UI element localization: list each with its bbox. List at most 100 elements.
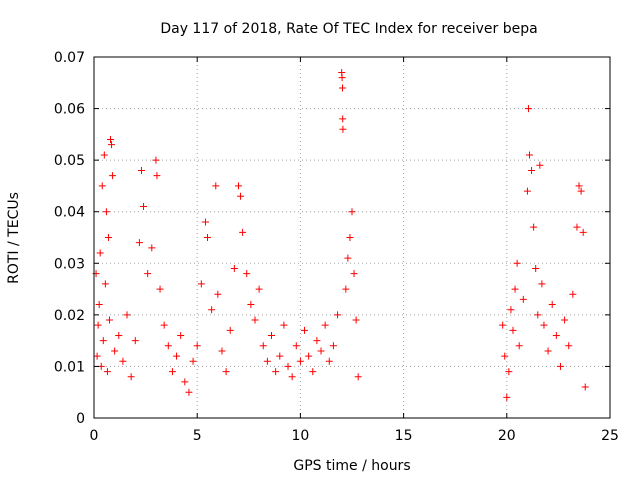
data-point — [95, 301, 103, 309]
data-point — [288, 373, 296, 381]
data-point — [94, 321, 102, 329]
data-point — [137, 166, 145, 174]
data-point — [569, 290, 577, 298]
data-point — [509, 326, 517, 334]
data-point — [107, 136, 115, 144]
data-point — [208, 306, 216, 314]
data-point — [313, 337, 321, 345]
data-point — [222, 368, 230, 376]
data-point — [325, 357, 333, 365]
data-point — [185, 388, 193, 396]
data-point — [251, 316, 259, 324]
data-point — [536, 161, 544, 169]
y-tick-label: 0.01 — [54, 359, 85, 375]
data-point — [197, 280, 205, 288]
data-point — [247, 301, 255, 309]
data-point — [109, 172, 117, 180]
data-point — [292, 342, 300, 350]
data-point — [156, 285, 164, 293]
data-point — [526, 151, 534, 159]
data-point — [102, 208, 110, 216]
data-point — [540, 321, 548, 329]
data-point — [354, 373, 362, 381]
data-point — [96, 249, 104, 257]
data-point — [321, 321, 329, 329]
data-point — [152, 156, 160, 164]
y-tick-label: 0.05 — [54, 153, 85, 169]
data-point — [338, 74, 346, 82]
data-point — [173, 352, 181, 360]
data-point — [538, 280, 546, 288]
data-point — [230, 264, 238, 272]
y-tick-label: 0.06 — [54, 102, 85, 118]
data-point — [301, 326, 309, 334]
data-point — [544, 347, 552, 355]
data-point — [101, 280, 109, 288]
data-point — [350, 270, 358, 278]
data-point — [177, 331, 185, 339]
data-point — [115, 331, 123, 339]
data-point — [284, 362, 292, 370]
data-point — [317, 347, 325, 355]
data-point — [548, 301, 556, 309]
data-point — [342, 285, 350, 293]
x-tick-label: 25 — [601, 428, 619, 444]
data-point — [515, 342, 523, 350]
data-point — [204, 234, 212, 241]
data-point — [352, 316, 360, 324]
data-point — [579, 228, 587, 236]
y-tick-label: 0.03 — [54, 256, 85, 272]
data-point — [234, 182, 242, 190]
x-tick-label: 20 — [498, 428, 516, 444]
data-point — [212, 182, 220, 190]
x-tick-label: 15 — [395, 428, 413, 444]
data-point — [305, 352, 313, 360]
data-point — [346, 234, 354, 241]
data-point — [131, 337, 139, 345]
data-point — [575, 182, 583, 190]
data-point — [573, 223, 581, 231]
data-point — [243, 270, 251, 278]
data-point — [135, 239, 143, 247]
data-point — [577, 187, 585, 195]
y-tick-label: 0.04 — [54, 205, 85, 221]
data-point — [105, 316, 113, 324]
data-point — [140, 203, 148, 211]
x-tick-label: 10 — [291, 428, 309, 444]
data-point — [148, 244, 156, 252]
data-point — [499, 321, 507, 329]
data-point — [339, 84, 347, 92]
data-point — [100, 151, 108, 159]
data-point — [339, 125, 347, 133]
plot-frame — [93, 56, 611, 419]
data-point — [524, 105, 532, 113]
data-point — [214, 290, 222, 298]
data-point — [503, 393, 511, 401]
y-tick-label: 0.02 — [54, 308, 85, 324]
data-point — [513, 259, 521, 267]
chart-title: Day 117 of 2018, Rate Of TEC Index for r… — [160, 21, 537, 37]
data-point — [144, 270, 152, 278]
data-point — [565, 342, 573, 350]
data-point — [268, 331, 276, 339]
x-tick-label: 5 — [193, 428, 202, 444]
data-point — [507, 306, 515, 314]
data-point — [127, 373, 135, 381]
data-point — [263, 357, 271, 365]
y-axis-label: ROTI / TECUs — [6, 192, 22, 284]
data-point — [296, 357, 304, 365]
data-point — [276, 352, 284, 360]
data-point — [218, 347, 226, 355]
y-tick-label: 0.07 — [54, 50, 85, 66]
data-point — [259, 342, 267, 350]
data-point — [280, 321, 288, 329]
y-tick-label: 0 — [76, 411, 85, 427]
x-axis-label: GPS time / hours — [293, 458, 410, 474]
data-point — [111, 347, 119, 355]
data-point — [193, 342, 201, 350]
data-point — [164, 342, 172, 350]
data-point — [339, 115, 347, 123]
data-point — [226, 326, 234, 334]
data-point — [334, 311, 342, 319]
